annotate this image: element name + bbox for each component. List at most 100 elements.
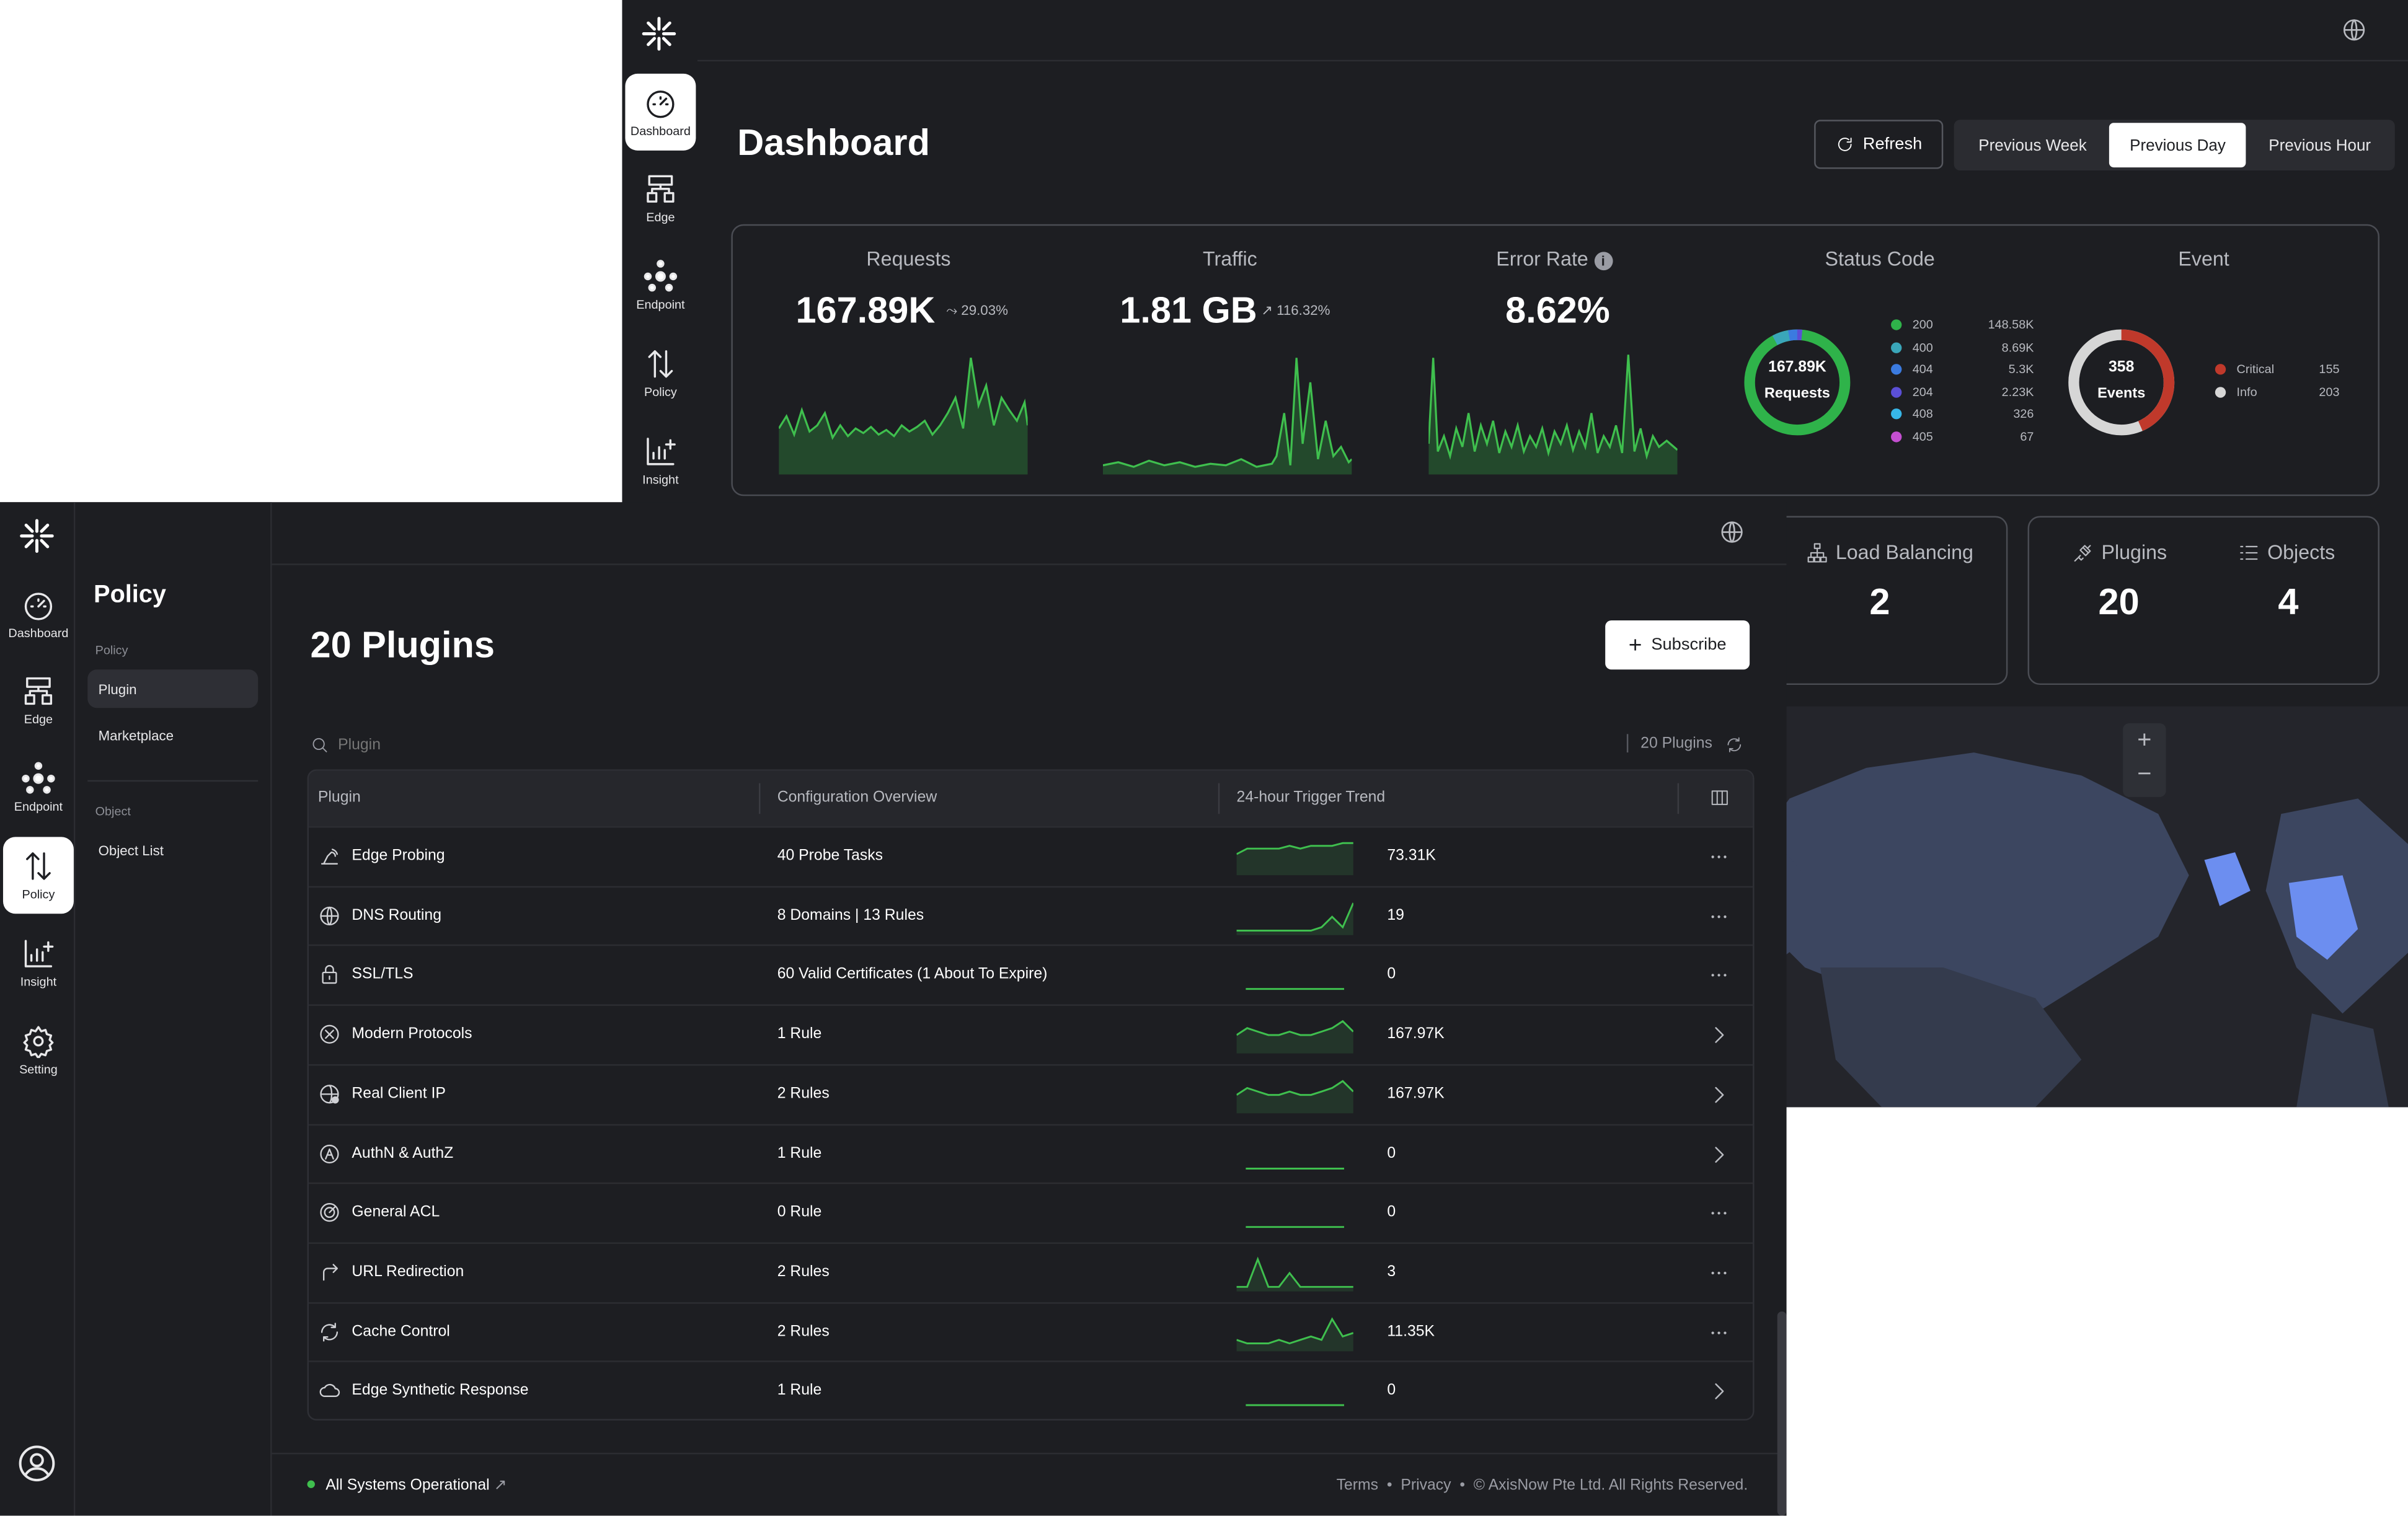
- more-options-icon[interactable]: [1707, 1320, 1732, 1345]
- nav-dashboard[interactable]: Dashboard: [625, 73, 696, 151]
- table-row[interactable]: DNS Routing 8 Domains | 13 Rules 19: [309, 885, 1753, 945]
- nav-insight[interactable]: Insight: [625, 422, 696, 499]
- nav-setting[interactable]: Setting: [3, 1012, 74, 1089]
- nav-label: Edge: [24, 712, 53, 726]
- reload-icon[interactable]: [1725, 734, 1743, 752]
- acl-icon: [318, 1201, 341, 1224]
- nav-insight[interactable]: Insight: [3, 925, 74, 1002]
- terms-link[interactable]: Terms: [1336, 1477, 1379, 1494]
- policy-icon: [648, 350, 673, 378]
- legend-count: 148.58K: [1988, 317, 2034, 332]
- nav-edge[interactable]: Edge: [3, 662, 74, 739]
- nav-dashboard[interactable]: Dashboard: [3, 576, 74, 653]
- columns-settings-icon[interactable]: [1710, 788, 1730, 813]
- trigger-count: 167.97K: [1387, 1085, 1445, 1103]
- globe-icon[interactable]: [2341, 17, 2367, 43]
- table-row[interactable]: Edge Probing 40 Probe Tasks 73.31K: [309, 826, 1753, 886]
- chevron-right-icon[interactable]: [1707, 1023, 1732, 1047]
- event-legend-item: Critical 155: [2215, 363, 2340, 376]
- table-row[interactable]: General ACL 0 Rule 0: [309, 1183, 1753, 1242]
- header-divider: [697, 59, 2408, 62]
- more-options-icon[interactable]: [1707, 1261, 1732, 1285]
- logo-icon: [640, 15, 677, 52]
- trigger-count: 0: [1387, 966, 1396, 984]
- legend-dot: [2215, 364, 2226, 375]
- search-input[interactable]: [338, 736, 645, 754]
- user-avatar-icon[interactable]: [17, 1443, 56, 1483]
- zoom-control: [2123, 723, 2166, 797]
- trend-area: [1236, 902, 1353, 935]
- status-code-donut: [1744, 329, 1851, 436]
- more-options-icon[interactable]: [1707, 904, 1732, 929]
- policy-sidebar: Policy Policy Plugin Marketplace Object …: [75, 502, 272, 1516]
- legend-dot: [2215, 386, 2226, 397]
- nav-label: Endpoint: [14, 800, 63, 814]
- endpoint-icon: [22, 762, 55, 794]
- event-legend-item: Info 203: [2215, 385, 2340, 399]
- trend-sparkline: [1236, 842, 1353, 876]
- table-row[interactable]: URL Redirection 2 Rules 3: [309, 1242, 1753, 1302]
- footer-links: Terms • Privacy • © AxisNow Pte Ltd. All…: [1336, 1477, 1748, 1494]
- trend-line: [1236, 1020, 1353, 1036]
- plugin-config: 2 Rules: [777, 1323, 830, 1341]
- column-header-config[interactable]: Configuration Overview: [777, 789, 937, 806]
- scrollbar-thumb[interactable]: [1777, 1311, 1787, 1516]
- more-options-icon[interactable]: [1707, 845, 1732, 870]
- range-previous-week[interactable]: Previous Week: [1978, 136, 2087, 155]
- column-header-plugin[interactable]: Plugin: [317, 789, 361, 806]
- chevron-right-icon[interactable]: [1707, 1142, 1732, 1166]
- legend-code: 408: [1912, 407, 1933, 421]
- table-row[interactable]: Modern Protocols 1 Rule 167.97K: [309, 1004, 1753, 1064]
- table-row[interactable]: AuthN & AuthZ 1 Rule 0: [309, 1123, 1753, 1183]
- search-icon: [312, 738, 327, 752]
- status-code-total: 167.89K: [1768, 359, 1826, 377]
- table-row[interactable]: Real Client IP 2 Rules 167.97K: [309, 1064, 1753, 1124]
- event-total-label: Events: [2097, 385, 2146, 403]
- nav-endpoint[interactable]: Endpoint: [3, 749, 74, 826]
- sidebar-item-object-list[interactable]: Object List: [98, 842, 164, 858]
- zoom-in-button[interactable]: +: [2137, 728, 2152, 754]
- more-options-icon[interactable]: [1707, 1201, 1732, 1226]
- privacy-link[interactable]: Privacy: [1401, 1477, 1451, 1494]
- trend-line: [1236, 1079, 1353, 1096]
- table-row[interactable]: Edge Synthetic Response 1 Rule 0: [309, 1360, 1753, 1419]
- range-previous-hour[interactable]: Previous Hour: [2269, 136, 2371, 155]
- legend-count: 67: [2020, 429, 2034, 443]
- nav-endpoint[interactable]: Endpoint: [625, 247, 696, 324]
- system-status-link[interactable]: All Systems Operational ↗: [325, 1478, 507, 1494]
- legend-count: 203: [2319, 384, 2340, 399]
- legend-code: 400: [1912, 340, 1933, 355]
- range-selector[interactable]: Previous Week Previous Day Previous Hour: [1954, 120, 2396, 171]
- policy-nav-rail: Dashboard Edge Endpoint Policy Insight S…: [0, 502, 76, 1516]
- trend-line: [1236, 1256, 1353, 1288]
- nav-edge[interactable]: Edge: [625, 160, 696, 237]
- refresh-button[interactable]: Refresh: [1814, 120, 1944, 169]
- range-previous-day[interactable]: Previous Day: [2109, 123, 2246, 168]
- plugins-value: 20: [2098, 582, 2140, 624]
- subscribe-button[interactable]: + Subscribe: [1605, 620, 1750, 670]
- search-field[interactable]: [310, 729, 771, 760]
- legend-dot: [1891, 408, 1902, 420]
- dashboard-nav-rail: Dashboard Edge Endpoint Policy Insight: [622, 0, 697, 503]
- trend-area: [1236, 1259, 1353, 1292]
- status-legend-item: 405 67: [1891, 430, 2034, 443]
- table-row[interactable]: Cache Control 2 Rules 11.35K: [309, 1302, 1753, 1361]
- table-row[interactable]: SSL/TLS 60 Valid Certificates (1 About To…: [309, 945, 1753, 1005]
- plugins-objects-card[interactable]: Plugins 20 Objects 4: [2027, 516, 2379, 685]
- more-options-icon[interactable]: [1707, 963, 1732, 988]
- trend-sparkline: [1236, 902, 1353, 935]
- globe-icon[interactable]: [1719, 519, 1745, 545]
- nav-policy[interactable]: Policy: [2, 837, 74, 914]
- sidebar-item-plugin[interactable]: Plugin: [87, 669, 259, 708]
- sidebar-item-marketplace[interactable]: Marketplace: [98, 727, 174, 743]
- info-icon[interactable]: i: [1593, 252, 1613, 271]
- chevron-right-icon[interactable]: [1707, 1380, 1732, 1404]
- plugin-config: 2 Rules: [777, 1263, 830, 1281]
- column-header-trend[interactable]: 24-hour Trigger Trend: [1236, 789, 1386, 806]
- nav-policy[interactable]: Policy: [625, 335, 696, 412]
- trigger-count: 167.97K: [1387, 1026, 1445, 1043]
- zoom-out-button[interactable]: −: [2137, 761, 2152, 788]
- logo-icon: [19, 518, 55, 554]
- legend-dot: [1891, 342, 1902, 353]
- chevron-right-icon[interactable]: [1707, 1082, 1732, 1107]
